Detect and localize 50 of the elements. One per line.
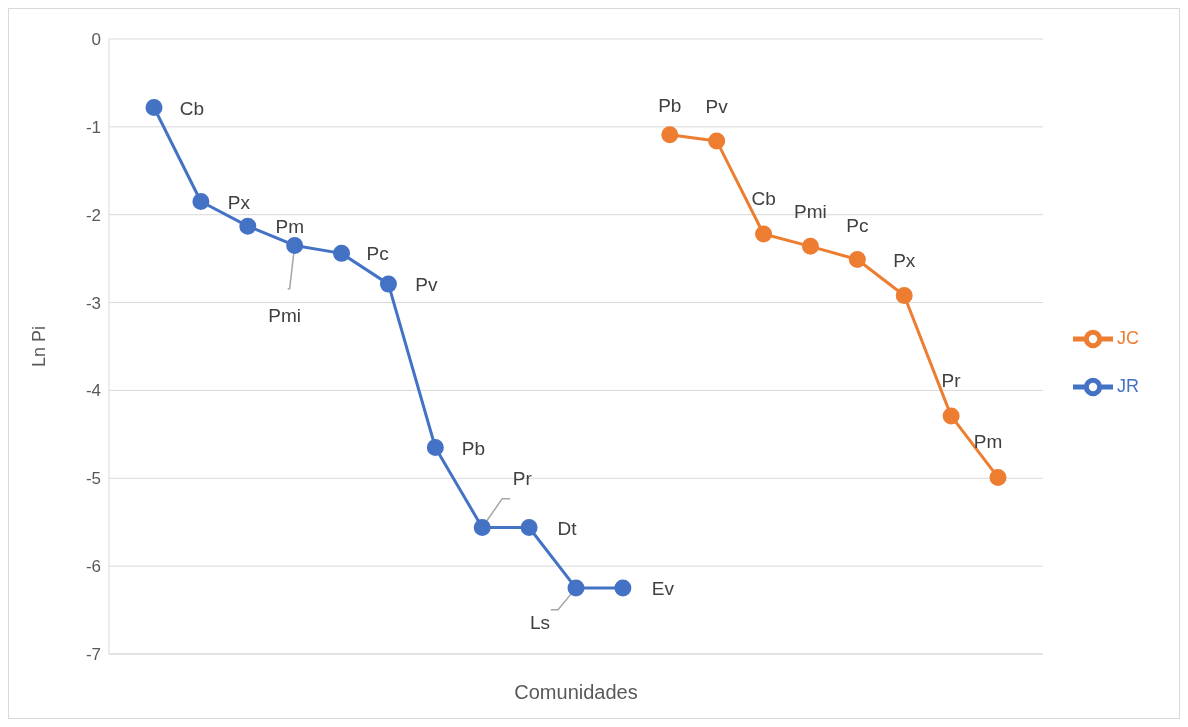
annotation: Pc [846,214,869,236]
point [239,217,257,235]
point [942,407,960,425]
legend-label: JR [1117,375,1139,396]
y-tick-label: -5 [85,469,101,489]
annotation: Pmi [794,201,827,223]
point [848,251,866,269]
y-axis-title: Ln Pi [29,325,50,368]
point [473,518,491,536]
y-tick-label: -3 [85,293,101,313]
annotation: Pv [415,274,439,296]
point [426,439,444,457]
annotation: Pr [512,467,533,489]
y-tick-label: -2 [85,205,101,225]
annotation: Cb [179,97,205,119]
annotation: Pb [658,94,682,116]
point [661,126,679,144]
y-tick-label: -6 [85,557,101,577]
annotation: Ls [529,612,551,634]
point [520,518,538,536]
annotation: Px [893,249,916,271]
point [567,579,585,597]
point [755,225,773,243]
point [708,132,726,150]
point [895,287,913,305]
point [801,237,819,255]
point [145,99,163,117]
point [333,244,351,262]
annotation: Pr [941,369,962,391]
point [614,579,632,597]
annotation: Ev [651,578,675,600]
x-axis-title: Comunidades [514,681,638,703]
annotation: Pb [461,437,485,459]
annotation: Pmi [268,305,302,327]
y-tick-label: 0 [91,30,101,50]
annotation: Pm [275,216,305,238]
point [192,193,210,211]
y-tick-label: -4 [85,381,101,401]
y-tick-label: -1 [85,117,101,137]
annotation: Pv [705,95,729,117]
point [989,468,1007,486]
annotation: Dt [557,517,578,539]
annotation: Cb [751,188,776,210]
point [379,275,397,293]
annotation: Pm [973,431,1003,453]
legend-label: JC [1117,327,1139,348]
point [286,236,304,254]
annotation: Pc [366,243,389,265]
annotation: Px [227,191,251,213]
y-tick-label: -7 [85,645,101,665]
